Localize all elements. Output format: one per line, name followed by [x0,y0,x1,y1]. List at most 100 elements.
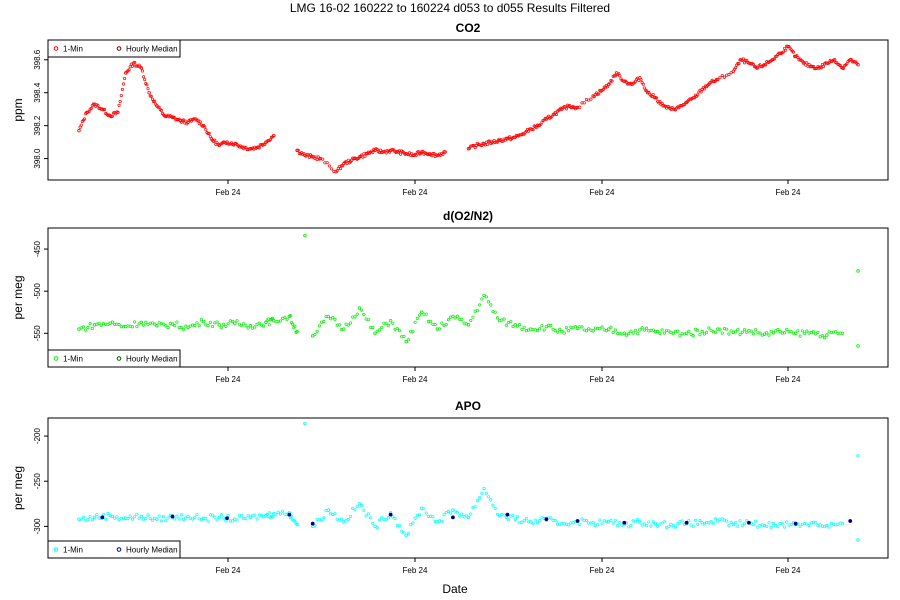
data-point-1min [538,518,542,522]
data-point-1min [397,524,402,528]
data-point-1min [564,107,568,111]
data-point-1min [150,97,154,101]
data-point-1min [821,64,826,69]
data-point-1min [734,520,738,525]
data-point-1min [97,321,101,325]
data-point-1min [642,522,646,526]
data-point-1min [217,323,221,327]
data-point-1min [549,323,553,328]
data-point-1min [836,522,840,526]
data-point-1min [725,327,729,331]
data-point-1min [656,330,660,334]
data-point-1min [478,496,482,500]
data-point-1min [215,320,219,324]
data-point-1min [772,57,777,61]
data-point-1min [313,524,317,528]
data-point-1min [89,106,93,111]
data-point-1min [162,515,166,519]
data-point-1min [591,521,595,525]
data-point-1min [219,325,223,330]
legend-box [47,540,181,559]
data-point-1min [776,328,780,332]
data-point-1min [346,323,350,327]
data-point-1min [244,324,248,328]
data-point-1min [491,503,495,507]
data-point-1min [377,518,382,522]
data-point-1min [627,332,631,336]
data-point-1min [322,516,326,520]
data-point-1min [740,330,744,334]
data-point-1min [110,514,114,518]
data-point-1min [762,332,767,336]
data-point-1min [210,324,215,329]
data-point-1min [714,330,718,334]
data-point-1min [355,312,359,316]
data-point-1min [206,519,210,523]
data-point-1min [511,324,515,328]
data-point-1min [805,61,809,65]
data-point-1min [636,331,640,336]
data-point-1min [348,514,353,518]
data-point-1min [627,525,631,529]
data-point-1min [399,152,403,156]
data-point-1min [642,328,646,332]
data-point-hourly [170,514,175,519]
data-point-1min [296,148,300,152]
data-point-1min [353,508,357,512]
data-point-1min [420,310,424,314]
data-point-1min [729,520,733,524]
data-point-1min [611,521,615,525]
data-point-1min [765,524,769,529]
data-point-1min [164,324,168,328]
data-point-1min [834,61,838,65]
data-point-1min [540,324,544,328]
data-point-1min [827,525,831,529]
data-point-1min [598,518,602,522]
data-point-1min [386,323,390,327]
data-point-1min [404,340,408,344]
data-point-1min [115,515,119,519]
data-point-1min [326,508,330,512]
legend-box [47,349,181,368]
data-point-1min [139,66,144,70]
data-point-1min [184,516,188,520]
data-point-1min [173,324,177,328]
data-point-1min [321,157,325,161]
data-point-1min [406,532,410,536]
data-point-1min [729,329,733,333]
data-point-1min [776,525,780,529]
data-point-1min [444,322,448,327]
data-point-1min [257,146,261,150]
data-point-1min [288,314,292,318]
data-point-1min [164,519,168,523]
data-point-1min [201,319,206,324]
data-point-1min [101,512,106,516]
plot-frame [47,39,889,181]
data-point-1min [639,78,643,82]
data-point-1min [441,152,445,156]
data-point-1min [257,321,261,325]
data-point-1min [364,514,368,518]
data-point-1min [791,50,796,54]
data-point-1min [135,512,139,516]
data-point-1min [774,329,778,333]
data-point-1min [195,321,199,325]
data-point-1min [375,526,379,530]
data-point-1min [431,151,435,156]
data-point-1min [778,329,782,334]
data-point-1min [233,321,237,325]
data-point-1min [460,317,464,321]
data-point-1min [384,322,388,326]
data-point-1min [404,533,408,538]
data-point-1min [502,513,506,517]
data-point-1min [315,329,319,333]
data-point-1min [373,331,377,336]
data-point-1min [604,329,609,333]
y-tick-label: -200 [33,428,42,445]
data-point-1min [126,517,130,521]
data-point-1min [759,65,763,69]
data-point-1min [326,314,330,319]
data-point-1min [162,322,166,326]
data-point-1min [95,513,99,517]
